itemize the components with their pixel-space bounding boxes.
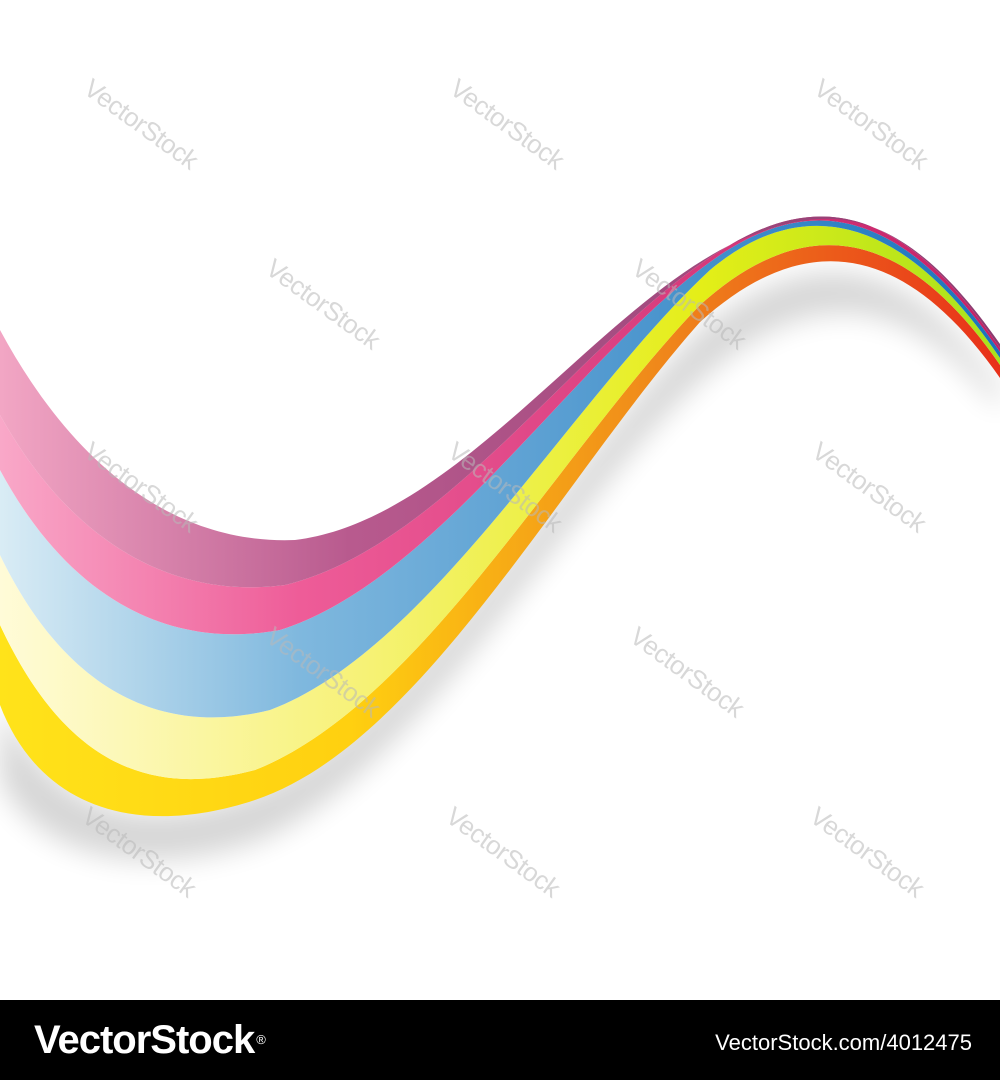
watermark-text: VectorStock [260, 253, 387, 356]
rainbow-wave-illustration: VectorStock VectorStock VectorStock Vect… [0, 73, 1000, 904]
footer-bar: VectorStock ® VectorStock.com/4012475 [0, 1000, 1000, 1080]
ribbon-band-blue [0, 220, 1000, 718]
rainbow-wave-artwork: VectorStock VectorStock VectorStock Vect… [0, 72, 1000, 905]
ribbon-band-yellow-orange [0, 245, 1000, 817]
registered-mark-icon: ® [256, 1032, 266, 1047]
watermark-text: VectorStock [804, 801, 931, 904]
image-url: VectorStock.com/4012475 [715, 1030, 972, 1055]
watermark-text: VectorStock [78, 73, 205, 176]
ribbon-band-pale-yellow [0, 225, 1000, 780]
watermark-text: VectorStock [808, 73, 935, 176]
logo-text: VectorStock [34, 1018, 255, 1062]
watermark-text: VectorStock [444, 73, 571, 176]
watermark-text: VectorStock [624, 621, 751, 724]
watermark-text: VectorStock [440, 801, 567, 904]
watermark-text: VectorStock [806, 436, 933, 539]
vectorstock-logo: VectorStock ® [34, 1018, 266, 1062]
